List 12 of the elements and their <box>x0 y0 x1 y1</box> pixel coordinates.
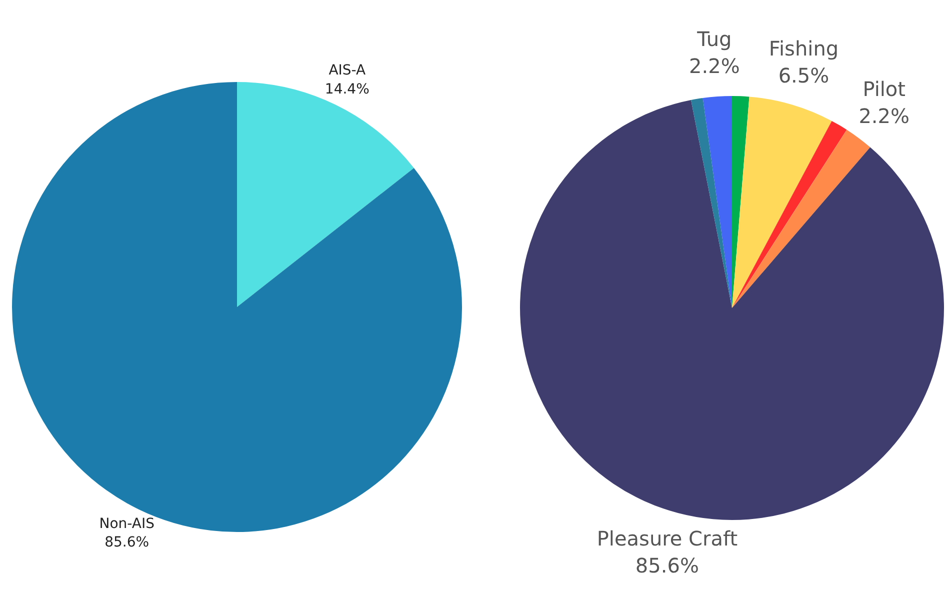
data-label: 85.6% <box>635 554 699 578</box>
slice-label: Non-AIS <box>99 516 155 532</box>
slice-label: Tug <box>696 26 732 51</box>
data-label: 6.5% <box>778 64 830 88</box>
slice-label: Pleasure Craft <box>596 526 738 551</box>
slice-label: Pilot <box>862 76 906 101</box>
slice-label: Fishing <box>768 36 839 61</box>
data-label: 2.2% <box>689 54 740 78</box>
slice-label: AIS-A <box>328 62 366 79</box>
data-label: 85.6% <box>104 534 150 551</box>
data-label: 14.4% <box>324 81 370 98</box>
data-label: 2.2% <box>858 104 910 128</box>
